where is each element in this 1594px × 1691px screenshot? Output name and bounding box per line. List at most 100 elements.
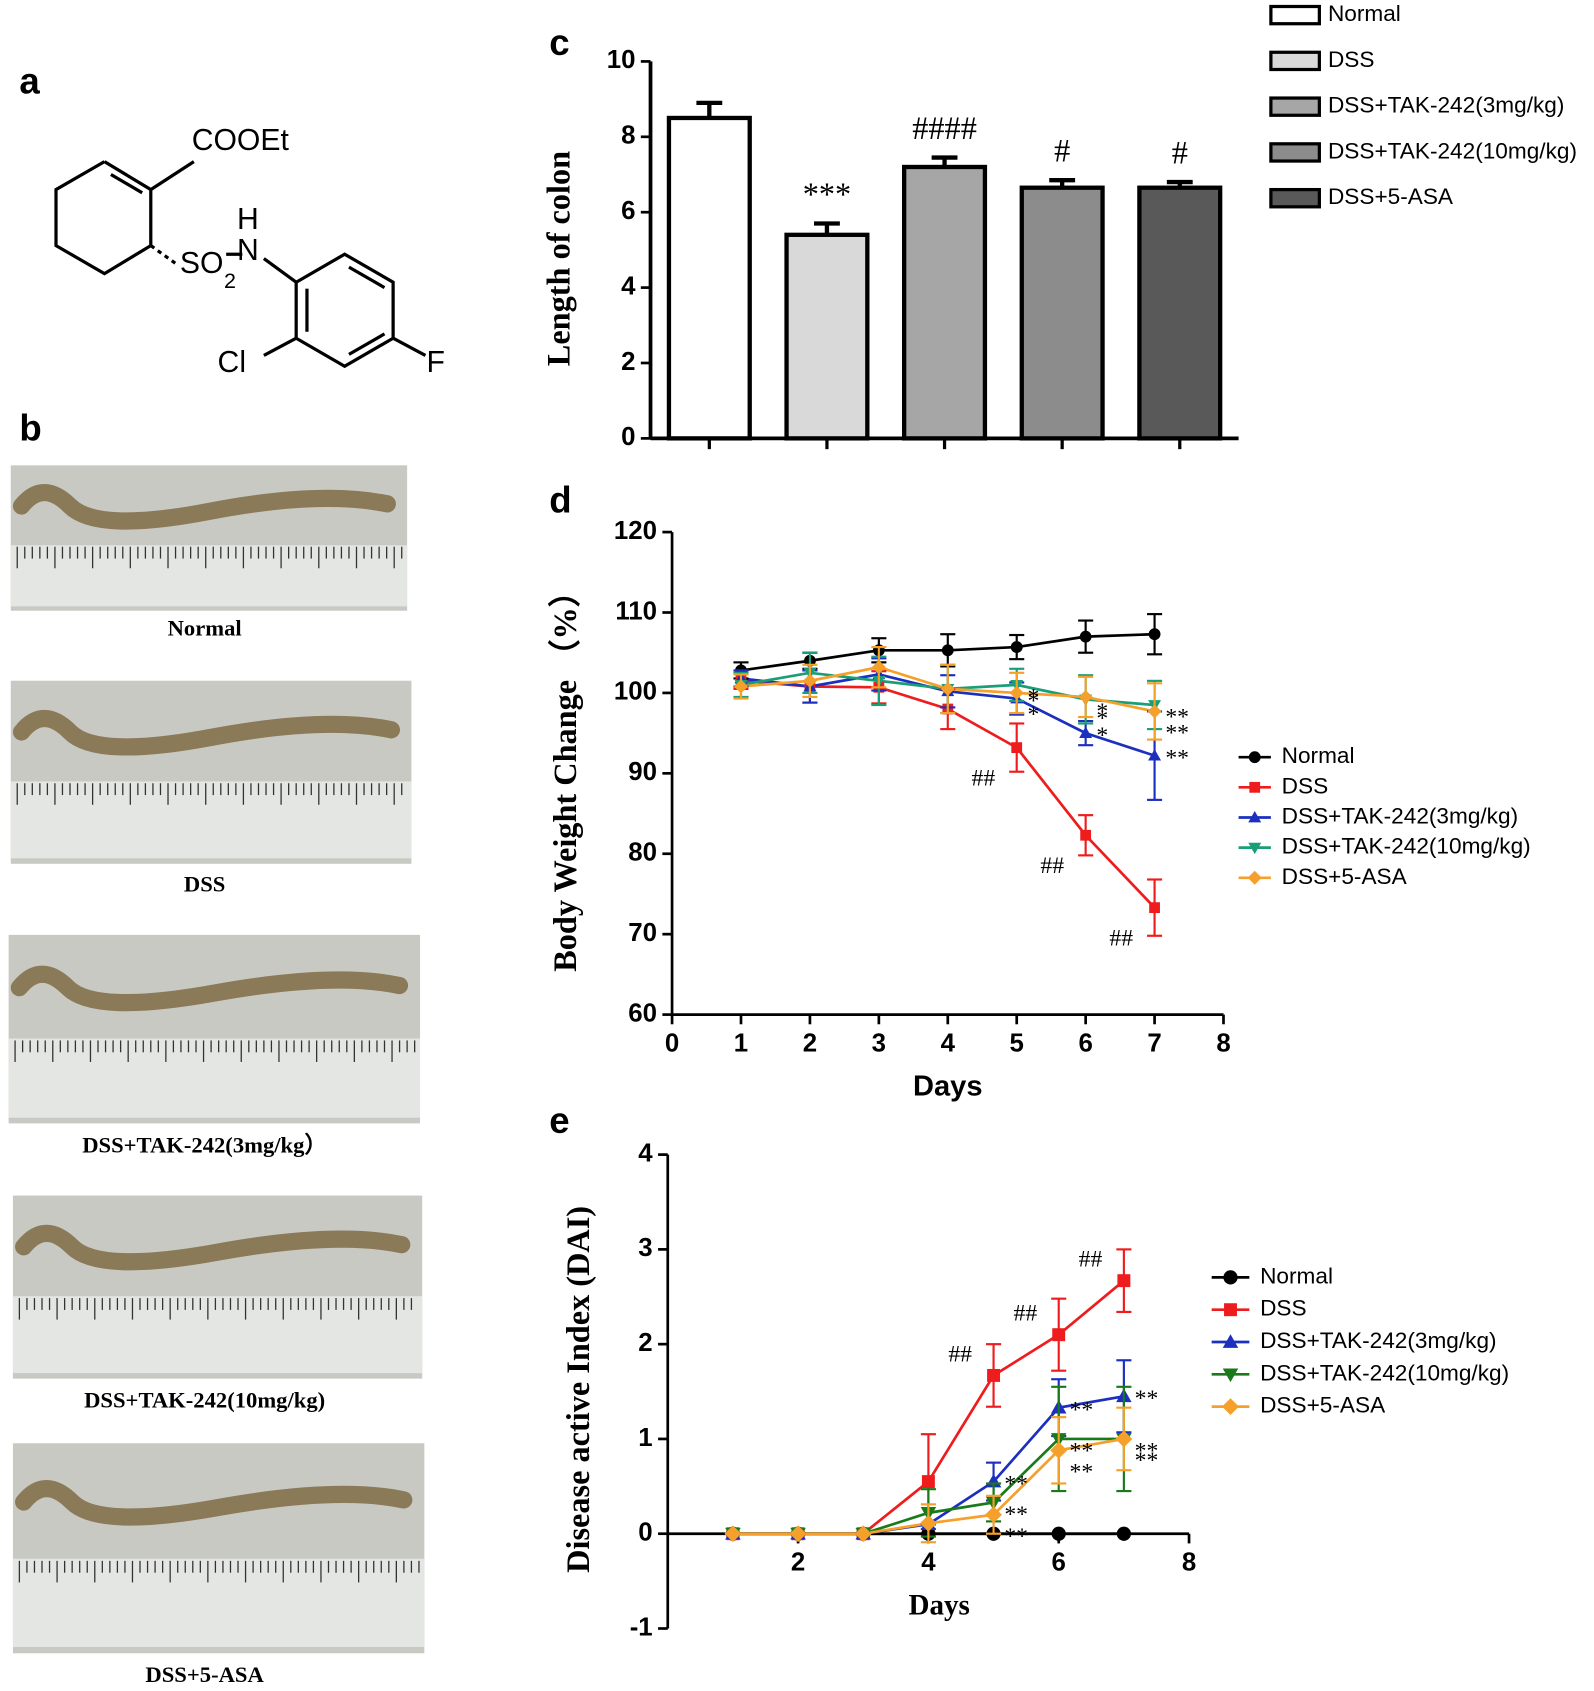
significance-label: #### — [912, 110, 977, 146]
x-tick-label: 4 — [921, 1549, 936, 1577]
significance-label: ## — [1040, 853, 1064, 879]
marker — [1148, 628, 1161, 641]
legend-label: DSS — [1282, 773, 1329, 798]
x-axis-label: Days — [913, 1071, 982, 1103]
legend-swatch — [1269, 4, 1321, 26]
bar — [666, 115, 752, 441]
legend-label: DSS — [1260, 1296, 1307, 1321]
bar — [1019, 185, 1105, 441]
x-tick-label: 2 — [803, 1030, 817, 1058]
photo-label: DSS+TAK-242(10mg/kg) — [84, 1388, 325, 1413]
marker — [1078, 689, 1093, 704]
colon — [12, 484, 396, 530]
significance-label: ** — [1165, 745, 1189, 771]
y-tick-label: 70 — [628, 919, 657, 947]
legend-label: DSS+TAK-242(3mg/kg) — [1260, 1328, 1496, 1353]
x-tick-label: 5 — [1010, 1030, 1024, 1058]
colon — [12, 710, 401, 756]
x-axis-label: Days — [908, 1590, 969, 1622]
significance-label: * — [1027, 688, 1039, 714]
marker — [1115, 1430, 1133, 1448]
atom-label: N — [237, 234, 259, 267]
significance-label: * — [1027, 702, 1039, 728]
significance-label: ** — [1135, 1386, 1159, 1412]
chemical-structure — [54, 160, 427, 369]
atom-label: COOEt — [192, 124, 290, 157]
legend-label: DSS+TAK-242(10mg/kg) — [1260, 1360, 1509, 1385]
bar — [902, 164, 988, 441]
colon — [15, 1224, 411, 1271]
marker — [1222, 1368, 1239, 1383]
x-tick-label: 0 — [665, 1030, 679, 1058]
marker — [987, 1368, 1001, 1382]
legend-swatch — [1269, 96, 1321, 117]
y-tick-label: 1 — [638, 1424, 652, 1452]
significance-label: *** — [803, 176, 851, 212]
marker — [1116, 1526, 1131, 1541]
ruler — [12, 1296, 423, 1374]
significance-label: ## — [948, 1341, 972, 1367]
panel-label: c — [549, 22, 569, 63]
significance-label: ** — [1069, 1438, 1093, 1464]
atom-label: Cl — [218, 346, 246, 379]
x-tick-label: 6 — [1078, 1030, 1092, 1058]
y-tick-label: -1 — [630, 1613, 653, 1641]
y-tick-label: 80 — [628, 839, 657, 867]
marker — [921, 1475, 935, 1489]
significance-label: * — [1027, 684, 1039, 710]
marker — [1080, 829, 1092, 841]
significance-label: # — [1172, 135, 1188, 171]
x-tick-label: 8 — [1216, 1030, 1230, 1058]
colon — [15, 1480, 413, 1526]
significance-label: ** — [1069, 1459, 1093, 1485]
significance-label: ## — [1079, 1247, 1103, 1273]
legend-label: DSS+5-ASA — [1328, 184, 1454, 209]
legend-swatch — [1269, 142, 1321, 163]
panel-label: b — [19, 408, 41, 449]
marker — [789, 1525, 807, 1543]
legend-label: DSS+TAK-242(3mg/kg) — [1328, 93, 1564, 118]
significance-label: # — [1054, 133, 1070, 169]
y-tick-label: 0 — [621, 423, 635, 451]
y-tick-label: 6 — [621, 197, 635, 225]
marker — [1223, 1270, 1238, 1285]
panel-label: a — [19, 61, 40, 102]
y-tick-label: 4 — [621, 272, 636, 300]
marker — [733, 679, 748, 694]
significance-label: ** — [1004, 1524, 1028, 1550]
panel-label: d — [549, 480, 571, 521]
marker — [1011, 742, 1023, 753]
y-tick-label: 4 — [638, 1139, 653, 1167]
y-tick-label: 2 — [638, 1329, 652, 1357]
photo-label: DSS+TAK-242(3mg/kg） — [82, 1131, 327, 1157]
photo-label: DSS — [184, 872, 225, 897]
atom-label: 2 — [224, 269, 236, 293]
significance-label: ** — [1165, 704, 1189, 730]
marker — [1224, 1303, 1237, 1317]
significance-label: ** — [1135, 1448, 1159, 1474]
y-tick-label: 10 — [607, 46, 636, 74]
significance-label: ## — [971, 765, 995, 791]
marker — [871, 660, 886, 675]
y-tick-label: 60 — [628, 999, 657, 1027]
x-tick-label: 2 — [791, 1549, 805, 1577]
legend-label: Normal — [1282, 743, 1355, 768]
marker — [1052, 1328, 1066, 1342]
significance-label: * — [1096, 706, 1108, 732]
significance-label: ** — [1004, 1502, 1028, 1528]
x-tick-label: 1 — [734, 1030, 748, 1058]
marker — [1248, 842, 1262, 855]
legend-label: DSS+5-ASA — [1260, 1393, 1386, 1418]
atom-label: SO — [180, 247, 224, 280]
marker — [1222, 1334, 1239, 1348]
marker — [941, 644, 954, 657]
y-tick-label: 2 — [621, 348, 635, 376]
y-axis-label: Disease active Index (DAI) — [560, 1206, 596, 1573]
legend-label: Normal — [1260, 1263, 1333, 1288]
photo-label: DSS+5-ASA — [145, 1662, 264, 1687]
marker — [1079, 630, 1092, 643]
significance-label: * — [1096, 723, 1108, 749]
significance-label: * — [1096, 699, 1108, 725]
marker — [1149, 902, 1160, 914]
